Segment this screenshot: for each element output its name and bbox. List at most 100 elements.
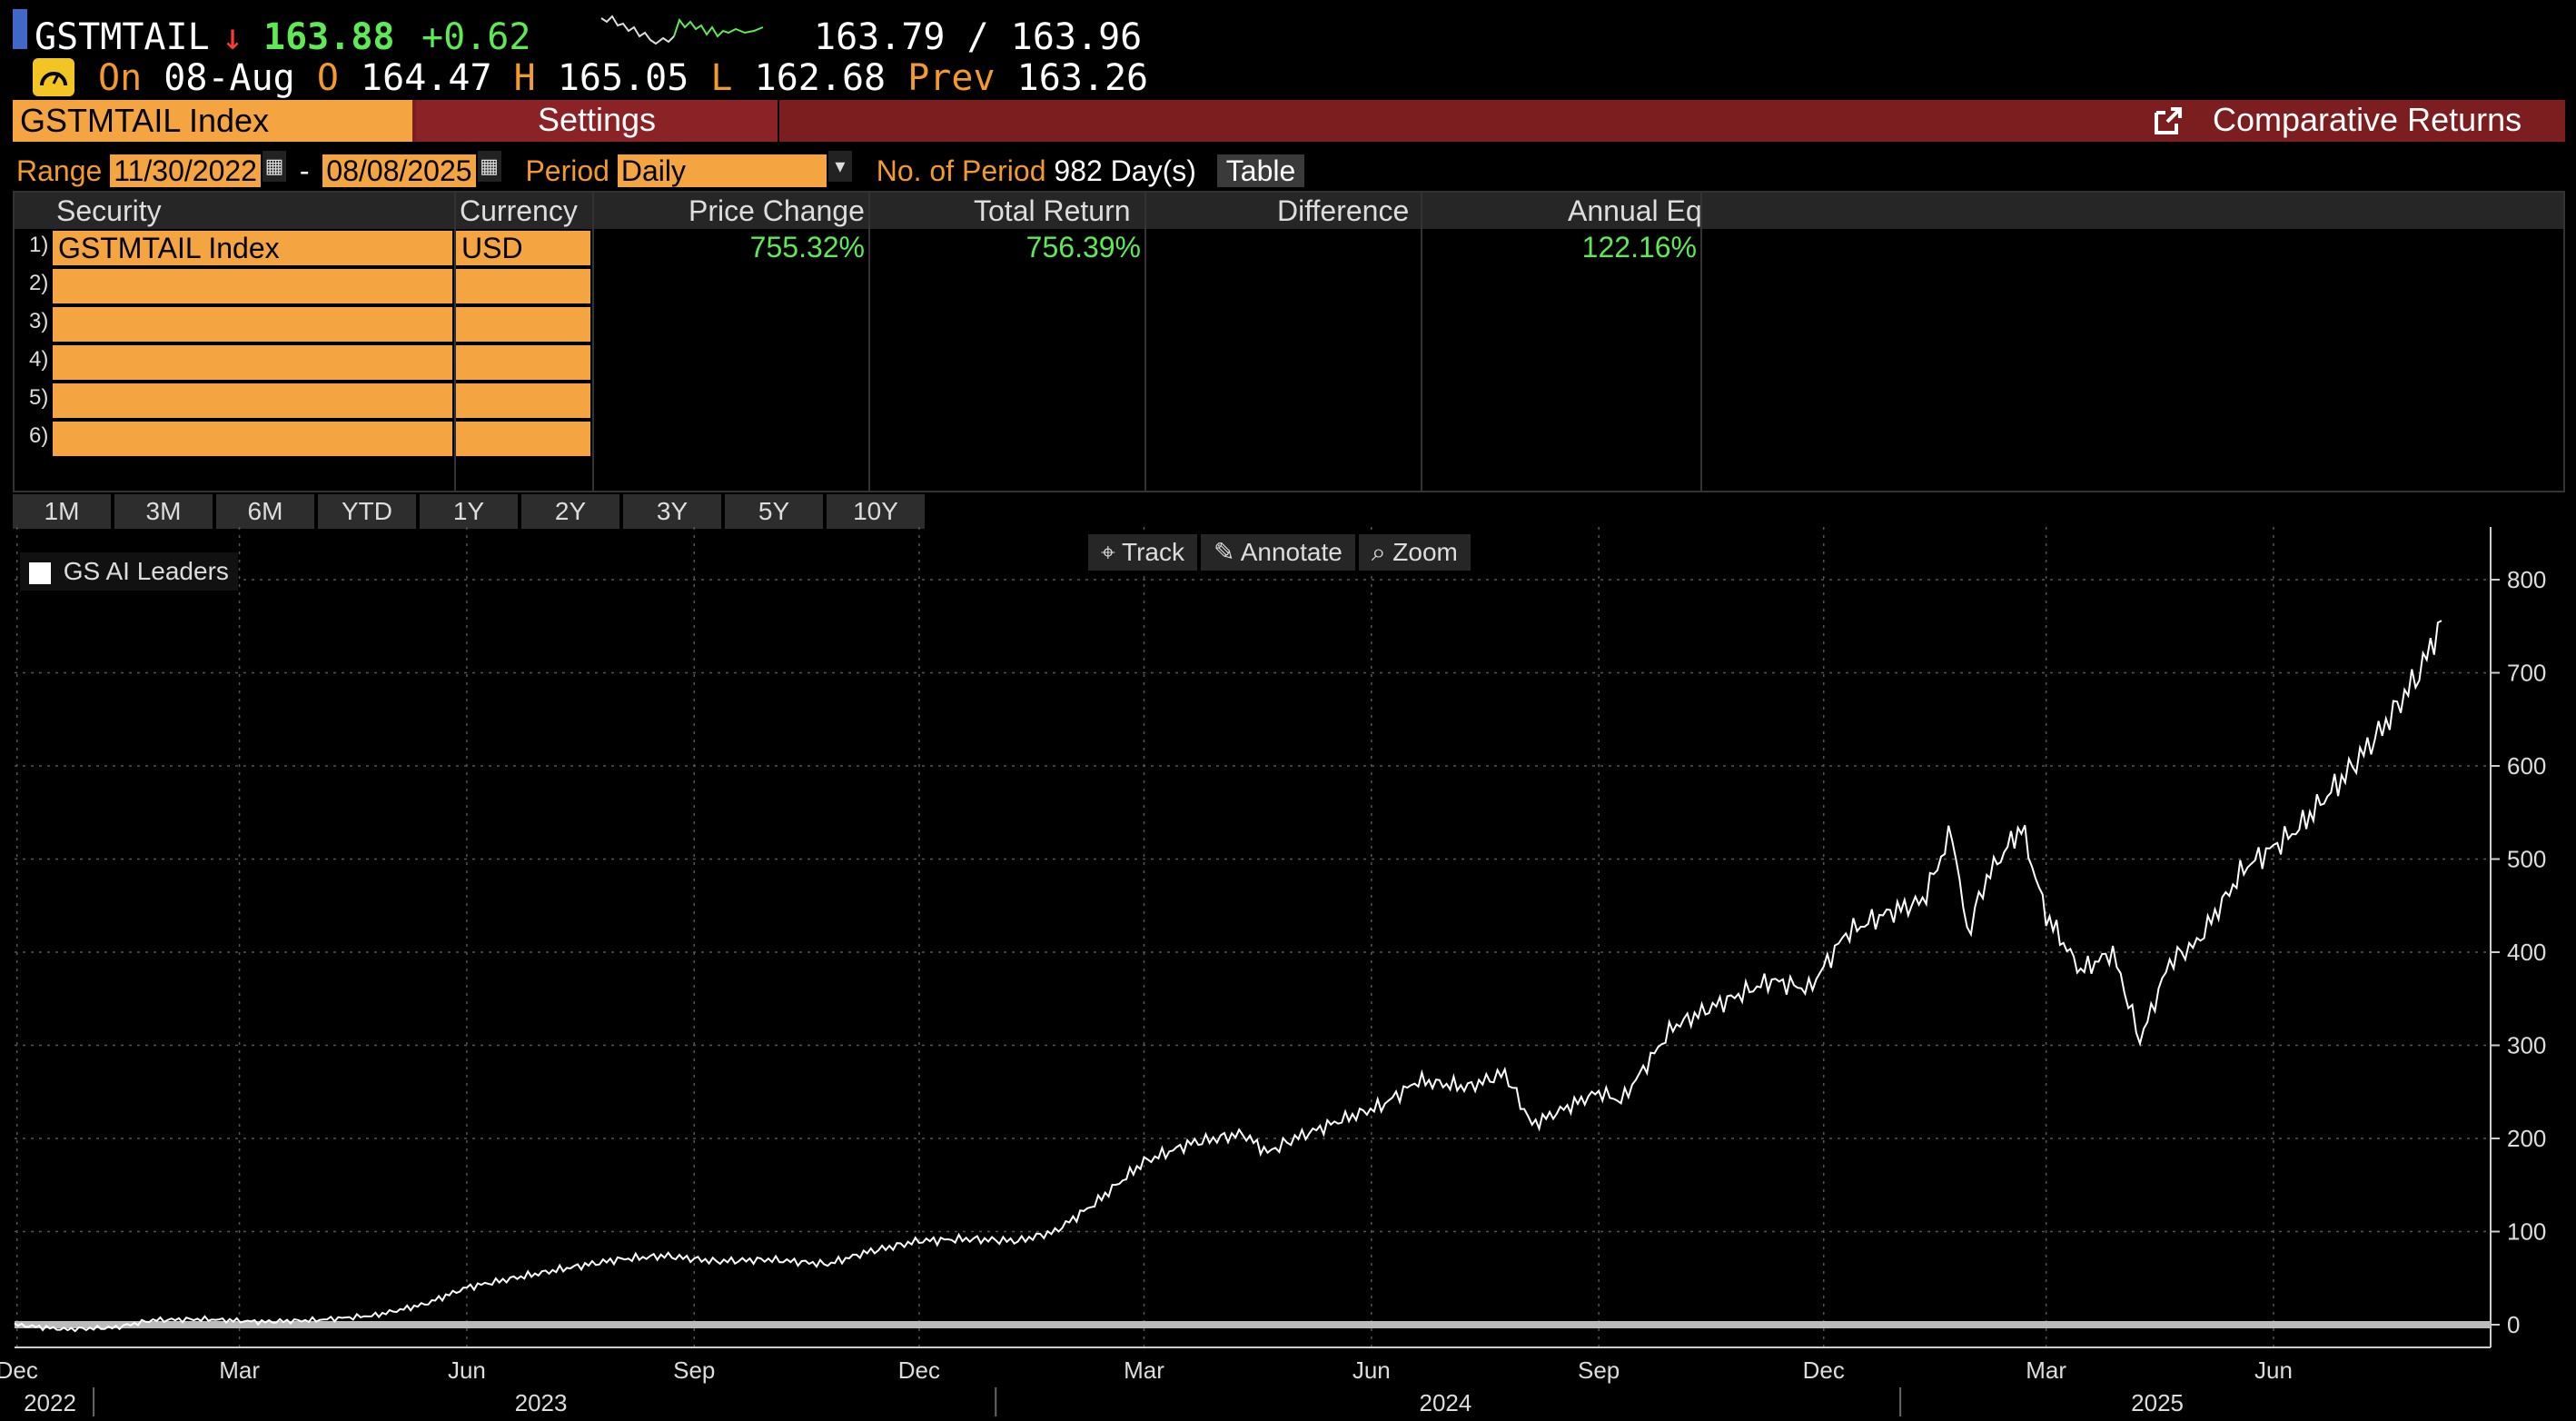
export-icon[interactable] bbox=[2153, 105, 2185, 136]
period-3y-button[interactable]: 3Y bbox=[623, 494, 721, 529]
security-cell[interactable] bbox=[53, 422, 452, 456]
end-date-input[interactable]: 08/08/2025 bbox=[322, 154, 476, 187]
y-tick-label: 600 bbox=[2507, 752, 2546, 780]
last-price: 163.88 bbox=[263, 16, 395, 58]
prev-label: Prev bbox=[907, 57, 996, 99]
period-1m-button[interactable]: 1M bbox=[13, 494, 111, 529]
annual-eq-cell: 122.16% bbox=[1581, 231, 1697, 263]
currency-cell[interactable]: USD bbox=[456, 231, 590, 265]
header-difference: Difference bbox=[1277, 194, 1410, 227]
period-select[interactable]: Daily bbox=[617, 154, 827, 187]
start-date-input[interactable]: 11/30/2022 bbox=[110, 154, 261, 187]
annotate-button[interactable]: ✎ Annotate bbox=[1201, 534, 1355, 571]
legend-swatch bbox=[29, 561, 51, 584]
bid-ask: 163.79 / 163.96 bbox=[814, 16, 1143, 58]
security-input[interactable]: GSTMTAIL Index bbox=[13, 100, 412, 142]
period-1y-button[interactable]: 1Y bbox=[420, 494, 518, 529]
zoom-button[interactable]: ⌕ Zoom bbox=[1358, 534, 1471, 571]
x-year-label: 2022 bbox=[24, 1389, 76, 1416]
pencil-icon: ✎ bbox=[1214, 538, 1241, 566]
y-tick-label: 500 bbox=[2507, 846, 2546, 873]
x-tick-label: Dec bbox=[1803, 1356, 1845, 1384]
prev-value: 163.26 bbox=[1016, 57, 1149, 99]
chevron-down-icon[interactable]: ▾ bbox=[827, 151, 852, 182]
range-label: Range bbox=[16, 154, 103, 187]
high-label: H bbox=[513, 57, 536, 99]
y-tick-label: 700 bbox=[2507, 660, 2546, 687]
y-tick-label: 0 bbox=[2507, 1311, 2520, 1338]
header-security: Security bbox=[56, 194, 162, 227]
security-cell[interactable] bbox=[53, 269, 452, 303]
low-value: 162.68 bbox=[754, 57, 887, 99]
ticker-bar: GSTMTAIL ↓ 163.88 +0.62 163.79 / 163.96 bbox=[0, 5, 1272, 58]
x-tick-label: Mar bbox=[1124, 1356, 1164, 1384]
calendar-icon[interactable]: ▦ bbox=[262, 151, 286, 182]
x-year-label: 2023 bbox=[515, 1389, 568, 1416]
ohlc-row: On 08-Aug O 164.47 H 165.05 L 162.68 Pre… bbox=[98, 55, 1148, 102]
open-label: O bbox=[316, 57, 339, 99]
x-tick-label: Jun bbox=[2254, 1356, 2293, 1384]
x-tick-label: Dec bbox=[898, 1356, 940, 1384]
crosshair-icon: ⌖ bbox=[1101, 538, 1123, 566]
x-tick-label: Sep bbox=[673, 1356, 715, 1384]
sparkline-icon bbox=[600, 15, 764, 45]
range-dash: - bbox=[299, 154, 310, 187]
security-cell[interactable] bbox=[53, 345, 452, 380]
security-cell[interactable] bbox=[53, 307, 452, 342]
y-tick-label: 300 bbox=[2507, 1032, 2546, 1059]
ticker-symbol[interactable]: GSTMTAIL bbox=[35, 16, 210, 58]
chart-toolbar: ⌖ Track ✎ Annotate ⌕ Zoom bbox=[1088, 534, 1474, 571]
row-number: 6) bbox=[29, 423, 49, 448]
currency-cell[interactable] bbox=[456, 345, 590, 380]
currency-cell[interactable] bbox=[456, 422, 590, 456]
settings-button[interactable]: Settings bbox=[416, 100, 779, 142]
period-ytd-button[interactable]: YTD bbox=[318, 494, 416, 529]
securities-table bbox=[13, 191, 2565, 492]
on-label: On bbox=[98, 57, 143, 99]
y-tick-label: 200 bbox=[2507, 1125, 2546, 1152]
period-5y-button[interactable]: 5Y bbox=[725, 494, 823, 529]
ohlc-date: 08-Aug bbox=[163, 57, 295, 99]
currency-cell[interactable] bbox=[456, 383, 590, 418]
y-tick-label: 400 bbox=[2507, 939, 2546, 966]
price-change-cell: 755.32% bbox=[749, 231, 865, 263]
period-6m-button[interactable]: 6M bbox=[216, 494, 314, 529]
table-button[interactable]: Table bbox=[1216, 154, 1305, 187]
header-price-change: Price Change bbox=[689, 194, 865, 227]
period-3m-button[interactable]: 3M bbox=[114, 494, 213, 529]
range-row: Range 11/30/2022 ▦ - 08/08/2025 ▦ Period D… bbox=[16, 151, 1305, 191]
track-button[interactable]: ⌖ Track bbox=[1088, 534, 1198, 571]
row-number: 5) bbox=[29, 385, 49, 410]
function-title: Comparative Returns bbox=[2213, 101, 2522, 138]
high-value: 165.05 bbox=[557, 57, 689, 99]
y-tick-label: 100 bbox=[2507, 1218, 2546, 1246]
chart-legend[interactable]: GS AI Leaders bbox=[20, 552, 238, 591]
x-tick-label: Mar bbox=[2026, 1356, 2066, 1384]
total-return-cell: 756.39% bbox=[1025, 231, 1141, 263]
period-10y-button[interactable]: 10Y bbox=[827, 494, 925, 529]
chart[interactable]: 0 100 200 300 400 500 600 700 800 Dec Mar Jun Sep Dec… bbox=[0, 527, 2576, 1421]
x-tick-label: Jun bbox=[448, 1356, 486, 1384]
legend-series-name: GS AI Leaders bbox=[63, 557, 229, 585]
currency-cell[interactable] bbox=[456, 269, 590, 303]
x-year-label: 2024 bbox=[1420, 1389, 1472, 1416]
table-header: Security Currency Price Change Total Ret… bbox=[15, 193, 2563, 229]
currency-cell[interactable] bbox=[456, 307, 590, 342]
x-tick-label: Mar bbox=[219, 1356, 260, 1384]
row-number: 4) bbox=[29, 347, 49, 372]
row-number: 2) bbox=[29, 271, 49, 295]
down-arrow-icon: ↓ bbox=[222, 16, 244, 58]
header-total-return: Total Return bbox=[974, 194, 1131, 227]
low-label: L bbox=[710, 57, 733, 99]
open-value: 164.47 bbox=[361, 57, 492, 99]
num-periods-label: No. of Period bbox=[876, 154, 1046, 187]
security-cell[interactable] bbox=[53, 383, 452, 418]
gauge-icon[interactable] bbox=[33, 58, 74, 96]
price-change: +0.62 bbox=[421, 16, 531, 58]
period-2y-button[interactable]: 2Y bbox=[521, 494, 619, 529]
row-number: 1) bbox=[29, 233, 49, 257]
security-cell[interactable]: GSTMTAIL Index bbox=[53, 231, 452, 265]
x-tick-label: Dec bbox=[0, 1356, 38, 1384]
row-number: 3) bbox=[29, 309, 49, 333]
calendar-icon[interactable]: ▦ bbox=[477, 151, 501, 182]
